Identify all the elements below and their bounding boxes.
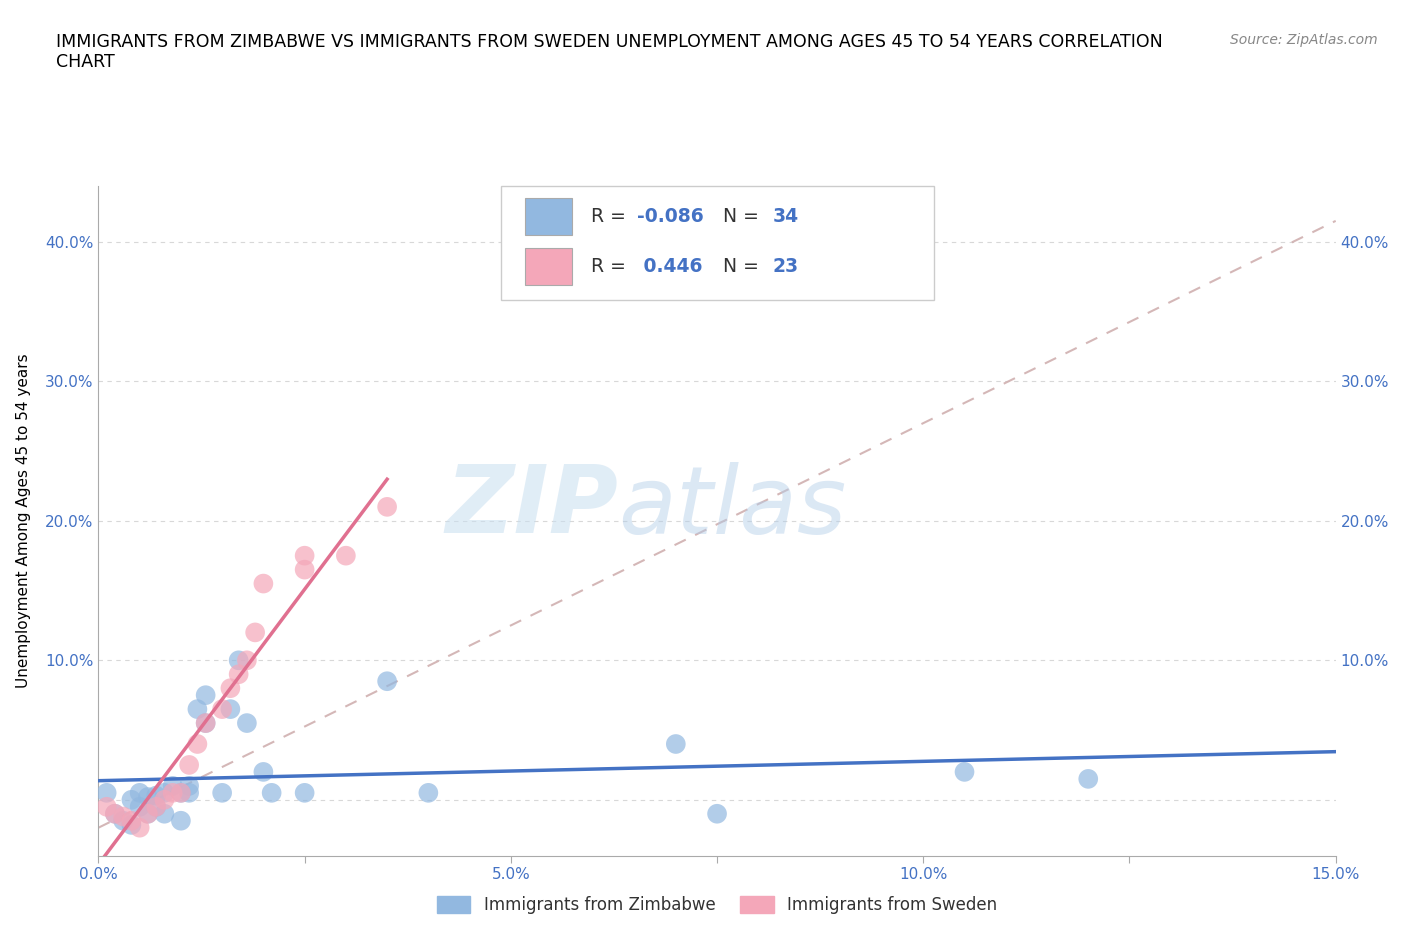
Point xyxy=(145,800,167,815)
Point xyxy=(179,778,201,793)
Point xyxy=(252,764,274,779)
FancyBboxPatch shape xyxy=(526,198,572,234)
Point xyxy=(112,809,135,824)
Text: 34: 34 xyxy=(773,206,799,226)
Point xyxy=(219,681,242,696)
Point xyxy=(294,785,316,800)
Point xyxy=(153,792,176,807)
Point xyxy=(375,674,398,689)
Point xyxy=(260,785,283,800)
Point xyxy=(219,702,242,717)
Point xyxy=(145,800,167,815)
Point xyxy=(375,499,398,514)
Point xyxy=(104,806,127,821)
Legend: Immigrants from Zimbabwe, Immigrants from Sweden: Immigrants from Zimbabwe, Immigrants fro… xyxy=(430,889,1004,921)
Point xyxy=(179,757,201,772)
Point xyxy=(252,577,274,591)
Y-axis label: Unemployment Among Ages 45 to 54 years: Unemployment Among Ages 45 to 54 years xyxy=(17,353,31,688)
Point xyxy=(236,653,259,668)
Point xyxy=(236,716,259,731)
Point xyxy=(228,667,250,682)
Point xyxy=(194,716,217,731)
Point xyxy=(128,820,150,835)
Point xyxy=(186,702,208,717)
Point xyxy=(162,778,184,793)
Point xyxy=(294,549,316,564)
Point xyxy=(211,702,233,717)
Text: N =: N = xyxy=(723,206,765,226)
Point xyxy=(186,737,208,751)
Text: Source: ZipAtlas.com: Source: ZipAtlas.com xyxy=(1230,33,1378,46)
Text: 0.446: 0.446 xyxy=(637,257,702,276)
Point xyxy=(128,785,150,800)
Point xyxy=(228,653,250,668)
Point xyxy=(104,806,127,821)
Text: -0.086: -0.086 xyxy=(637,206,703,226)
Point xyxy=(153,806,176,821)
Point xyxy=(153,785,176,800)
Point xyxy=(1077,772,1099,787)
Point xyxy=(112,813,135,829)
Point xyxy=(335,549,357,564)
Point xyxy=(136,806,159,821)
Text: R =: R = xyxy=(591,257,631,276)
Point xyxy=(120,792,142,807)
Point xyxy=(120,813,142,829)
Point xyxy=(294,562,316,577)
Point xyxy=(706,806,728,821)
FancyBboxPatch shape xyxy=(501,186,934,299)
FancyBboxPatch shape xyxy=(526,248,572,285)
Point xyxy=(665,737,688,751)
Point xyxy=(418,785,440,800)
Point xyxy=(96,800,118,815)
Point xyxy=(179,785,201,800)
Point xyxy=(194,688,217,703)
Point xyxy=(170,785,193,800)
Text: IMMIGRANTS FROM ZIMBABWE VS IMMIGRANTS FROM SWEDEN UNEMPLOYMENT AMONG AGES 45 TO: IMMIGRANTS FROM ZIMBABWE VS IMMIGRANTS F… xyxy=(56,33,1163,72)
Text: ZIP: ZIP xyxy=(446,461,619,553)
Text: R =: R = xyxy=(591,206,631,226)
Point xyxy=(128,800,150,815)
Text: N =: N = xyxy=(723,257,765,276)
Text: atlas: atlas xyxy=(619,462,846,553)
Point xyxy=(170,785,193,800)
Point xyxy=(136,790,159,804)
Point xyxy=(194,716,217,731)
Point xyxy=(953,764,976,779)
Point xyxy=(211,785,233,800)
Point xyxy=(120,817,142,832)
Text: 23: 23 xyxy=(773,257,799,276)
Point xyxy=(243,625,266,640)
Point xyxy=(96,785,118,800)
Point xyxy=(145,789,167,804)
Point xyxy=(136,806,159,821)
Point xyxy=(162,785,184,800)
Point xyxy=(170,813,193,829)
